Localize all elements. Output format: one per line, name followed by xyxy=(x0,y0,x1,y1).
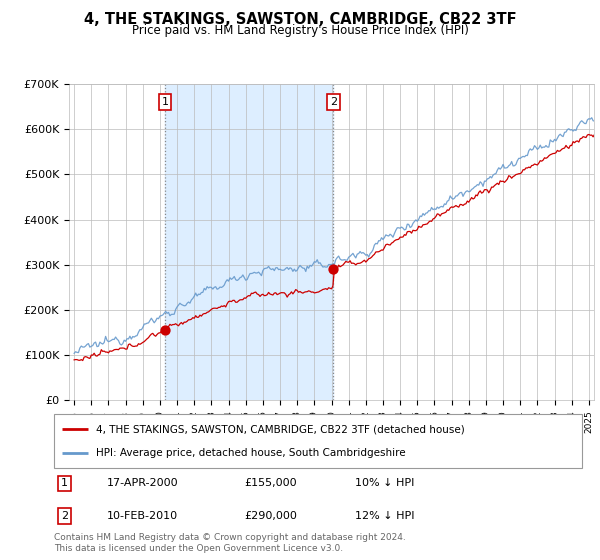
Text: HPI: Average price, detached house, South Cambridgeshire: HPI: Average price, detached house, Sout… xyxy=(96,447,406,458)
Text: Contains HM Land Registry data © Crown copyright and database right 2024.
This d: Contains HM Land Registry data © Crown c… xyxy=(54,533,406,553)
Text: £290,000: £290,000 xyxy=(244,511,297,521)
Text: 4, THE STAKINGS, SAWSTON, CAMBRIDGE, CB22 3TF (detached house): 4, THE STAKINGS, SAWSTON, CAMBRIDGE, CB2… xyxy=(96,424,465,435)
Text: 10% ↓ HPI: 10% ↓ HPI xyxy=(355,478,415,488)
Text: 12% ↓ HPI: 12% ↓ HPI xyxy=(355,511,415,521)
FancyBboxPatch shape xyxy=(54,414,582,468)
Text: 17-APR-2000: 17-APR-2000 xyxy=(107,478,178,488)
Point xyxy=(160,326,170,335)
Text: Price paid vs. HM Land Registry's House Price Index (HPI): Price paid vs. HM Land Registry's House … xyxy=(131,24,469,36)
Text: 4, THE STAKINGS, SAWSTON, CAMBRIDGE, CB22 3TF: 4, THE STAKINGS, SAWSTON, CAMBRIDGE, CB2… xyxy=(83,12,517,27)
Text: 10-FEB-2010: 10-FEB-2010 xyxy=(107,511,178,521)
Bar xyxy=(165,84,334,400)
Text: 1: 1 xyxy=(61,478,68,488)
Text: 1: 1 xyxy=(161,97,169,107)
Text: 2: 2 xyxy=(61,511,68,521)
Text: 2: 2 xyxy=(330,97,337,107)
Point xyxy=(329,265,338,274)
Text: £155,000: £155,000 xyxy=(244,478,297,488)
